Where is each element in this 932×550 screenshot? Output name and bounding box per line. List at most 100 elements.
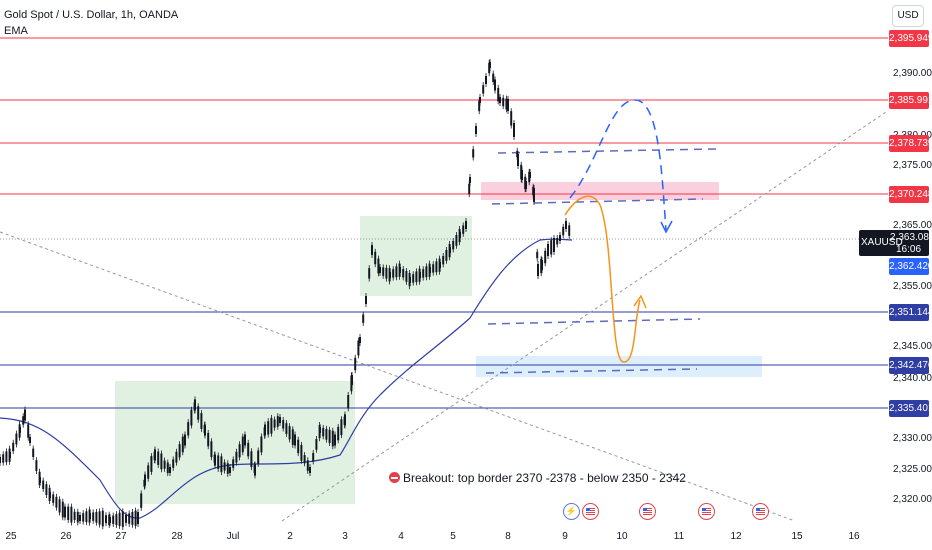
candle-body xyxy=(73,511,76,520)
candle-body xyxy=(58,499,61,513)
candle-body xyxy=(309,467,311,473)
candle-body xyxy=(455,235,458,246)
candle-body xyxy=(303,455,306,464)
candle-body xyxy=(505,98,508,110)
us-flag-icon[interactable] xyxy=(582,503,599,520)
candle-body xyxy=(507,99,509,111)
candle-body xyxy=(479,97,481,103)
price-label-blue[interactable]: 2,351.144 xyxy=(889,304,932,321)
candle-body xyxy=(144,474,146,486)
candle-body xyxy=(190,409,193,426)
candle-body xyxy=(244,434,246,446)
price-label-red[interactable]: 2,385.991 xyxy=(889,92,932,109)
candle-body xyxy=(64,506,66,518)
candle-body xyxy=(459,232,461,238)
candle-body xyxy=(223,462,226,471)
candle-body xyxy=(147,465,150,479)
candle-body xyxy=(89,513,91,519)
candle-body xyxy=(5,451,8,463)
candle-body xyxy=(432,264,435,273)
candle-body xyxy=(0,457,1,463)
time-tick: 12 xyxy=(730,531,742,542)
us-flag-icon[interactable] xyxy=(752,503,769,520)
candle-body xyxy=(351,375,353,385)
descending-trendline[interactable] xyxy=(0,231,796,522)
channel-dash-low[interactable] xyxy=(487,318,701,325)
candle-body xyxy=(197,406,200,420)
candle-body xyxy=(315,439,318,450)
indicator-label[interactable]: EMA xyxy=(4,25,28,37)
candle-body xyxy=(445,250,448,261)
us-flag-icon[interactable] xyxy=(639,503,656,520)
candle-body xyxy=(429,267,431,273)
price-tick: 2,375.000 xyxy=(893,160,932,171)
us-flag-icon[interactable] xyxy=(698,503,715,520)
price-label-red[interactable]: 2,395.949 xyxy=(889,30,932,47)
candle-body xyxy=(489,62,491,68)
candle-body xyxy=(472,149,475,158)
minus-circle-icon xyxy=(389,472,400,483)
candle-body xyxy=(478,100,481,112)
bullish-projection-path[interactable] xyxy=(569,99,667,231)
time-tick: 9 xyxy=(562,531,568,542)
candle-body xyxy=(254,464,256,476)
ema-line[interactable] xyxy=(0,238,573,519)
chart-title[interactable]: Gold Spot / U.S. Dollar, 1h, OANDA xyxy=(4,9,179,21)
candle-body xyxy=(365,296,367,304)
candle-body xyxy=(166,462,169,474)
candle-body xyxy=(229,467,231,473)
candle-body xyxy=(125,514,127,523)
price-label-red[interactable]: 2,370.248 xyxy=(889,186,932,203)
price-label-red[interactable]: 2,378.739 xyxy=(889,135,932,152)
candle-body xyxy=(160,453,163,470)
candle-body xyxy=(101,510,104,527)
candle-body xyxy=(128,513,131,524)
resistance-zone xyxy=(481,182,719,200)
candle-body xyxy=(257,450,260,464)
channel-dash-bottom[interactable] xyxy=(485,368,698,374)
candle-body xyxy=(529,172,531,178)
candle-body xyxy=(131,512,134,525)
candle-body xyxy=(82,513,85,522)
candle-body xyxy=(220,456,223,473)
candle-body xyxy=(559,235,561,241)
candle-body xyxy=(247,442,250,457)
candle-body xyxy=(67,506,70,520)
candle-body xyxy=(140,493,143,508)
lightning-icon[interactable]: ⚡ xyxy=(563,503,580,520)
candle-body xyxy=(226,463,229,474)
candlestick-series[interactable] xyxy=(0,59,571,530)
candle-body xyxy=(178,444,181,458)
candle-body xyxy=(109,517,111,523)
price-label-blue[interactable]: 2,342.476 xyxy=(889,357,932,374)
candle-body xyxy=(382,267,385,276)
ascending-trendline[interactable] xyxy=(281,111,887,522)
price-label-blue[interactable]: 2,362.420 xyxy=(889,258,932,275)
candle-body xyxy=(79,515,81,521)
candle-body xyxy=(112,515,115,524)
candle-body xyxy=(562,226,565,236)
candle-body xyxy=(85,511,88,523)
candle-body xyxy=(279,417,281,423)
candle-body xyxy=(402,269,405,278)
candle-body xyxy=(374,251,377,265)
candle-body xyxy=(210,441,213,458)
candle-body xyxy=(347,395,350,409)
candle-body xyxy=(92,512,95,521)
candle-body xyxy=(270,417,273,434)
candle-body xyxy=(154,449,156,461)
candle-body xyxy=(499,97,501,103)
price-label-blue[interactable]: 2,335.401 xyxy=(889,400,932,417)
candle-body xyxy=(565,221,567,229)
candle-body xyxy=(536,251,539,259)
candle-body xyxy=(425,266,428,278)
channel-dash-top[interactable] xyxy=(497,148,717,154)
candle-body xyxy=(169,467,171,473)
candle-body xyxy=(137,512,139,524)
breakout-note[interactable]: Breakout: top border 2370 -2378 - below … xyxy=(389,471,686,485)
currency-button[interactable]: USD xyxy=(892,5,924,27)
candle-body xyxy=(172,459,175,468)
time-tick: 27 xyxy=(115,531,127,542)
bearish-projection-path[interactable] xyxy=(564,195,641,363)
